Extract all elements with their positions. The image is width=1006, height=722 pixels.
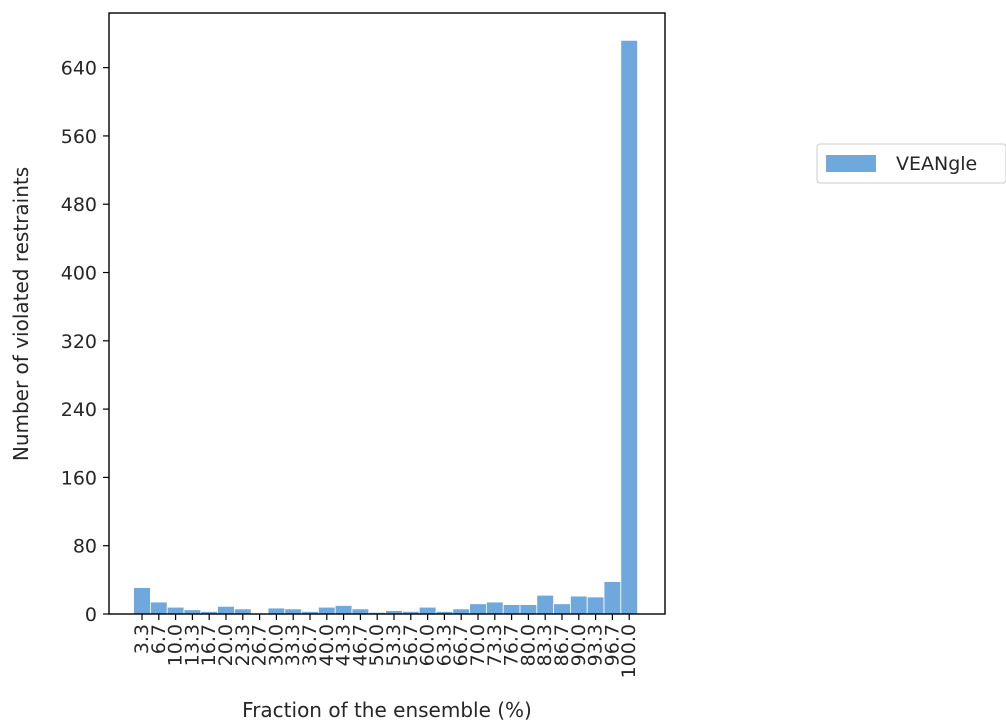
plot-frame	[108, 12, 666, 615]
bar-96.7	[603, 581, 622, 615]
x-tick-label: 90.0	[568, 624, 590, 666]
bar-90.0	[570, 595, 588, 615]
x-tick-label: 56.7	[400, 624, 422, 666]
x-tick-label: 60.0	[417, 624, 439, 666]
bar-33.3	[284, 608, 302, 615]
x-tick-label: 86.7	[551, 624, 573, 666]
y-tick-label: 400	[61, 263, 97, 285]
x-axis: 3.36.710.013.316.720.023.326.730.033.336…	[131, 614, 640, 678]
x-tick-label: 83.3	[534, 624, 556, 666]
x-tick-label: 43.3	[333, 624, 355, 666]
bar-10.0	[166, 606, 185, 615]
x-tick-label: 3.3	[131, 624, 153, 654]
x-tick-label: 33.3	[282, 624, 304, 666]
bar-40.0	[317, 606, 336, 615]
bar-73.3	[485, 601, 504, 615]
y-tick-label: 560	[61, 126, 97, 148]
bar-86.7	[553, 603, 571, 615]
y-tick-label: 0	[85, 604, 97, 626]
x-tick-label: 40.0	[316, 624, 338, 666]
x-tick-label: 46.7	[349, 624, 371, 666]
y-tick-label: 160	[61, 467, 97, 489]
x-tick-label: 36.7	[299, 624, 321, 666]
bar-23.3	[233, 608, 252, 615]
x-tick-label: 16.7	[198, 624, 220, 666]
y-axis: 0 80 160 240 320 400 480 560 640	[61, 58, 109, 626]
bar-83.3	[536, 594, 554, 615]
bar-46.7	[351, 608, 370, 615]
y-tick-label: 240	[61, 399, 97, 421]
x-axis-label: Fraction of the ensemble (%)	[242, 698, 532, 722]
legend: VEANgle	[816, 143, 1006, 184]
bar-6.7	[149, 601, 168, 615]
x-tick-label: 76.7	[501, 624, 523, 666]
bar-76.7	[502, 604, 521, 615]
x-tick-label: 23.3	[232, 624, 254, 666]
x-tick-label: 6.7	[148, 624, 170, 654]
legend-swatch	[826, 155, 876, 172]
x-tick-label: 63.3	[433, 624, 455, 666]
x-tick-label: 93.3	[585, 624, 607, 666]
y-axis-label: Number of violated restraints	[9, 167, 33, 461]
bar-100.0	[620, 39, 638, 615]
bar-30.0	[267, 607, 286, 615]
bar-20.0	[217, 605, 235, 615]
x-tick-label: 50.0	[366, 624, 388, 666]
legend-frame	[816, 143, 1006, 184]
x-tick-label: 80.0	[517, 624, 539, 666]
y-tick-label: 80	[73, 536, 97, 558]
x-tick-label: 70.0	[467, 624, 489, 666]
bar-43.3	[334, 605, 353, 615]
bar-66.7	[452, 608, 470, 615]
x-tick-label: 73.3	[484, 624, 506, 666]
x-tick-label: 20.0	[215, 624, 237, 666]
bar-70.0	[469, 603, 487, 615]
legend-label: VEANgle	[896, 153, 977, 175]
x-tick-label: 96.7	[601, 624, 623, 666]
bar-3.3	[133, 587, 151, 615]
bars-group	[133, 39, 638, 615]
y-tick-label: 320	[61, 331, 97, 353]
x-tick-label: 30.0	[265, 624, 287, 666]
x-tick-label: 13.3	[181, 624, 203, 666]
x-tick-label: 26.7	[249, 624, 271, 666]
y-tick-label: 480	[61, 194, 97, 216]
bar-93.3	[586, 596, 605, 615]
x-tick-label: 66.7	[450, 624, 472, 666]
x-tick-label: 10.0	[165, 624, 187, 666]
y-tick-label: 640	[61, 58, 97, 80]
x-tick-label: 53.3	[383, 624, 405, 666]
bar-60.0	[418, 606, 437, 615]
x-tick-label: 100.0	[618, 624, 640, 678]
bar-80.0	[519, 604, 538, 615]
